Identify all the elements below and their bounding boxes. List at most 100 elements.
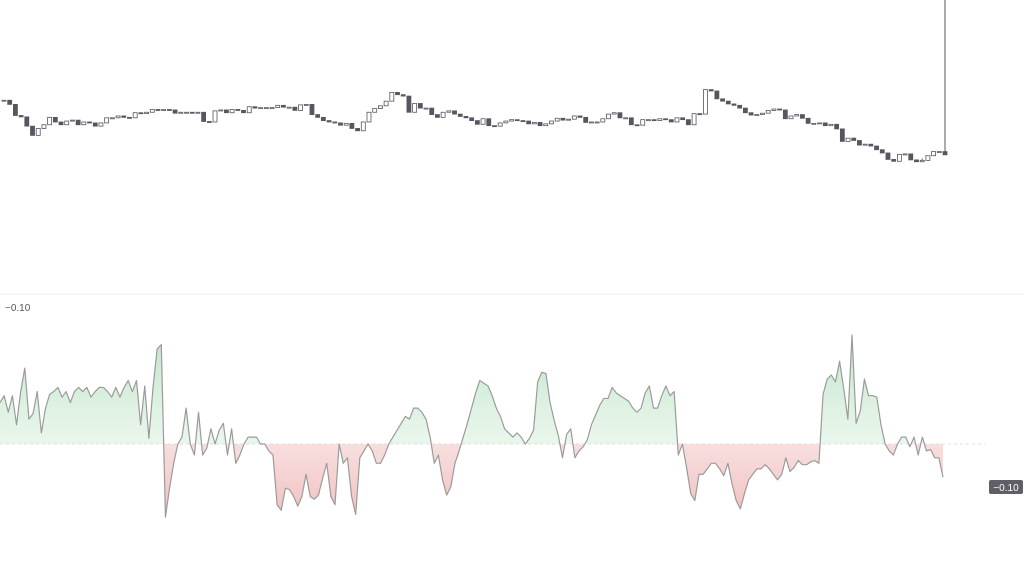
- candle-down: [891, 159, 897, 162]
- candle-up: [218, 109, 224, 112]
- candle-down: [834, 123, 840, 130]
- candle-down: [857, 140, 862, 146]
- candle-up: [811, 122, 817, 125]
- candle-down: [400, 94, 406, 97]
- candle-down: [24, 116, 30, 127]
- candle-up: [104, 117, 110, 124]
- candle-up: [423, 107, 429, 110]
- candle-down: [879, 149, 885, 154]
- candle-up: [531, 122, 537, 125]
- candle-up: [571, 115, 577, 120]
- candle-up: [817, 122, 822, 125]
- candle-down: [697, 113, 703, 116]
- candle-up: [691, 113, 697, 126]
- oscillator-axis-label: −0.10: [5, 303, 31, 314]
- candle-down: [868, 143, 874, 147]
- candle-down: [332, 121, 338, 124]
- candle-up: [366, 111, 372, 123]
- candle-up: [936, 151, 942, 153]
- candle-down: [309, 104, 315, 115]
- candle-up: [47, 116, 53, 126]
- candle-down: [714, 90, 720, 100]
- candle-up: [1, 99, 7, 102]
- candle-down: [942, 151, 948, 156]
- candle-down: [7, 99, 13, 105]
- candle-up: [594, 121, 600, 124]
- candle-down: [241, 110, 246, 114]
- oscillator-positive-fill: [0, 334, 943, 444]
- candle-up: [212, 110, 218, 123]
- candle-down: [782, 109, 788, 120]
- candle-down: [429, 107, 435, 115]
- candle-up: [646, 119, 651, 122]
- candle-down: [731, 103, 737, 106]
- candle-down: [685, 119, 691, 126]
- candle-down: [822, 122, 828, 127]
- candle-up: [195, 111, 201, 114]
- candle-up: [144, 111, 149, 115]
- candle-down: [874, 145, 879, 151]
- candle-up: [754, 114, 760, 116]
- candle-up: [178, 111, 184, 114]
- candle-down: [13, 104, 18, 116]
- candle-down: [908, 153, 914, 161]
- candle-up: [412, 103, 418, 113]
- candle-up: [640, 119, 646, 126]
- candle-down: [127, 116, 132, 119]
- candle-up: [149, 109, 155, 113]
- candle-down: [634, 124, 640, 127]
- candle-up: [794, 114, 800, 117]
- candle-up: [98, 122, 104, 127]
- candlestick-panel: [1, 0, 948, 163]
- candle-down: [58, 121, 64, 126]
- candle-down: [155, 109, 161, 111]
- candle-up: [674, 117, 680, 123]
- candle-up: [503, 120, 509, 124]
- candle-down: [18, 115, 24, 118]
- candle-up: [771, 108, 777, 111]
- candle-up: [383, 100, 389, 107]
- candle-up: [509, 119, 514, 122]
- oscillator-panel: −0.10: [0, 303, 985, 518]
- candle-up: [229, 109, 235, 114]
- candle-down: [435, 114, 440, 118]
- candle-down: [737, 104, 743, 109]
- candle-down: [617, 112, 623, 119]
- candle-up: [554, 117, 560, 122]
- candle-up: [161, 109, 167, 111]
- candle-up: [828, 123, 834, 127]
- candle-down: [651, 119, 657, 122]
- candle-up: [497, 122, 503, 127]
- candle-down: [748, 112, 754, 116]
- candle-down: [201, 111, 207, 122]
- candle-down: [708, 89, 714, 92]
- candle-down: [663, 118, 668, 121]
- candle-down: [189, 111, 195, 114]
- candle-up: [115, 115, 121, 119]
- candle-down: [486, 118, 492, 127]
- candle-up: [41, 124, 47, 129]
- candle-down: [406, 95, 412, 113]
- candle-down: [463, 116, 469, 119]
- candle-up: [919, 159, 925, 163]
- candle-up: [286, 106, 292, 109]
- candle-down: [725, 100, 731, 105]
- candle-up: [902, 153, 908, 156]
- candle-down: [172, 109, 178, 114]
- candle-up: [543, 123, 549, 127]
- candle-down: [851, 137, 857, 141]
- candle-up: [765, 110, 771, 114]
- candle-up: [760, 112, 765, 115]
- candle-down: [121, 115, 127, 118]
- candle-down: [417, 103, 423, 109]
- candle-down: [315, 114, 321, 118]
- candle-up: [446, 110, 452, 113]
- candle-up: [566, 118, 571, 121]
- candle-down: [680, 117, 686, 121]
- candle-up: [606, 113, 611, 120]
- candle-down: [75, 119, 81, 126]
- candle-down: [885, 152, 891, 160]
- candle-up: [589, 121, 594, 124]
- candle-up: [360, 121, 366, 132]
